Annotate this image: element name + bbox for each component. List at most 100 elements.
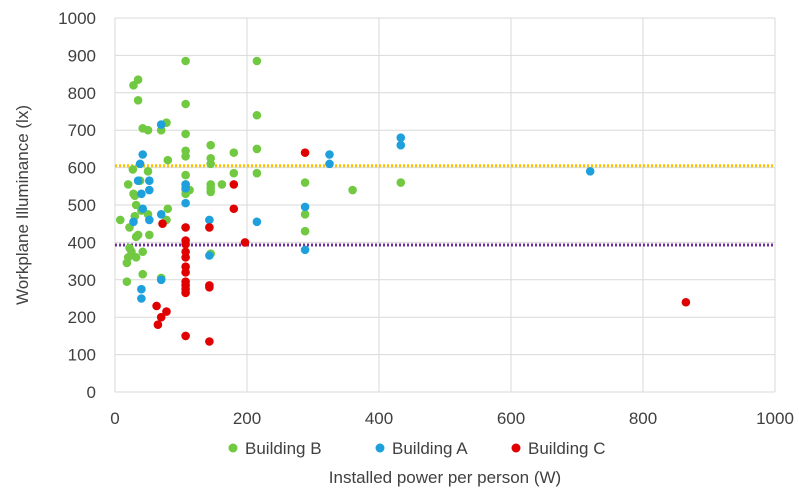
data-point-building-a (325, 150, 334, 159)
data-point-building-b (229, 148, 239, 157)
data-point-building-c (162, 307, 171, 316)
data-point-building-a (181, 198, 190, 208)
data-point-building-a (156, 210, 166, 219)
y-tick-label: 600 (68, 159, 96, 178)
data-point-building-a (300, 202, 310, 212)
data-point-building-a (156, 120, 166, 129)
x-axis-tick-labels: 0 200 400 600 800 1000 (110, 409, 794, 428)
data-point-building-c (181, 239, 190, 249)
data-point-building-c (181, 288, 190, 298)
data-point-building-b (206, 159, 215, 169)
data-point-building-c (158, 219, 167, 228)
data-point-building-a (138, 150, 148, 159)
data-point-building-a (325, 159, 334, 169)
data-point-building-c (181, 223, 190, 232)
data-point-building-c (229, 180, 239, 189)
y-tick-label: 0 (87, 383, 96, 402)
data-point-building-b (348, 185, 357, 195)
legend-marker-building-c (511, 443, 521, 453)
data-point-building-b (229, 168, 239, 178)
x-tick-label: 1000 (756, 409, 794, 428)
legend-label-building-c: Building C (528, 439, 606, 458)
data-point-building-b (128, 165, 138, 174)
data-point-building-b (300, 210, 310, 219)
data-point-building-b (143, 125, 153, 135)
x-tick-label: 0 (110, 409, 119, 428)
data-point-building-a (205, 215, 214, 225)
x-tick-label: 800 (629, 409, 657, 428)
data-point-building-a (181, 183, 190, 193)
y-axis-title: Workplane Illuminance (lx) (13, 105, 32, 305)
data-point-building-b (122, 277, 132, 286)
data-point-building-b (181, 152, 190, 161)
data-point-building-c (205, 223, 214, 232)
data-point-building-a (137, 189, 146, 199)
data-point-building-b (130, 191, 140, 200)
data-point-building-b (181, 99, 190, 109)
data-point-building-b (123, 180, 133, 189)
data-point-building-a (156, 275, 166, 285)
data-point-building-b (181, 129, 190, 139)
data-point-building-b (252, 168, 262, 178)
data-point-building-b (138, 247, 148, 257)
data-point-building-c (181, 268, 190, 277)
data-point-building-b (131, 253, 141, 262)
data-point-building-a (205, 251, 214, 260)
data-point-building-b (133, 230, 143, 240)
data-point-building-b (181, 56, 190, 66)
data-point-building-c (153, 320, 163, 329)
y-tick-label: 800 (68, 84, 96, 103)
data-point-building-c (300, 148, 310, 157)
data-point-building-a (585, 167, 595, 176)
data-point-building-c (681, 297, 691, 307)
legend-marker-building-b (228, 443, 238, 453)
y-tick-label: 200 (68, 308, 96, 327)
data-point-building-b (163, 155, 173, 165)
data-point-building-a (129, 217, 138, 227)
data-point-building-b (396, 178, 406, 187)
data-point-building-c (229, 204, 239, 214)
data-point-building-a (145, 185, 154, 195)
data-point-building-c (205, 337, 214, 346)
data-points (115, 56, 691, 346)
data-point-building-b (133, 95, 143, 105)
data-point-building-a (145, 176, 154, 185)
x-tick-label: 600 (497, 409, 525, 428)
data-point-building-a (137, 284, 146, 294)
y-tick-label: 900 (68, 46, 96, 65)
data-point-building-c (152, 301, 161, 311)
legend: Building B Building A Building C (228, 439, 606, 458)
data-point-building-a (396, 133, 406, 142)
y-tick-label: 700 (68, 121, 96, 140)
y-tick-label: 1000 (58, 9, 96, 28)
reference-lines (115, 164, 775, 247)
data-point-building-c (156, 312, 166, 322)
data-point-building-b (143, 167, 153, 176)
data-point-building-b (181, 170, 190, 180)
y-tick-label: 400 (68, 233, 96, 252)
x-axis-title: Installed power per person (W) (329, 468, 561, 487)
data-point-building-b (217, 180, 227, 189)
y-tick-label: 100 (68, 346, 96, 365)
data-point-building-b (252, 110, 262, 120)
y-axis-tick-labels: 0 100 200 300 400 500 600 700 800 900 1000 (58, 9, 96, 402)
data-point-building-b (206, 140, 215, 150)
data-point-building-c (240, 238, 250, 247)
gridlines (114, 17, 776, 393)
data-point-building-a (252, 217, 262, 227)
data-point-building-a (145, 215, 154, 225)
legend-label-building-a: Building A (392, 439, 468, 458)
data-point-building-c (181, 331, 190, 341)
data-point-building-a (135, 159, 145, 169)
data-point-building-b (252, 144, 262, 154)
data-point-building-c (181, 253, 190, 262)
data-point-building-b (300, 178, 310, 187)
data-point-building-b (300, 226, 310, 236)
data-point-building-a (137, 294, 146, 303)
data-point-building-b (252, 56, 262, 66)
x-tick-label: 400 (365, 409, 393, 428)
data-point-building-b (145, 230, 154, 240)
data-point-building-a (138, 204, 148, 214)
legend-label-building-b: Building B (245, 439, 322, 458)
